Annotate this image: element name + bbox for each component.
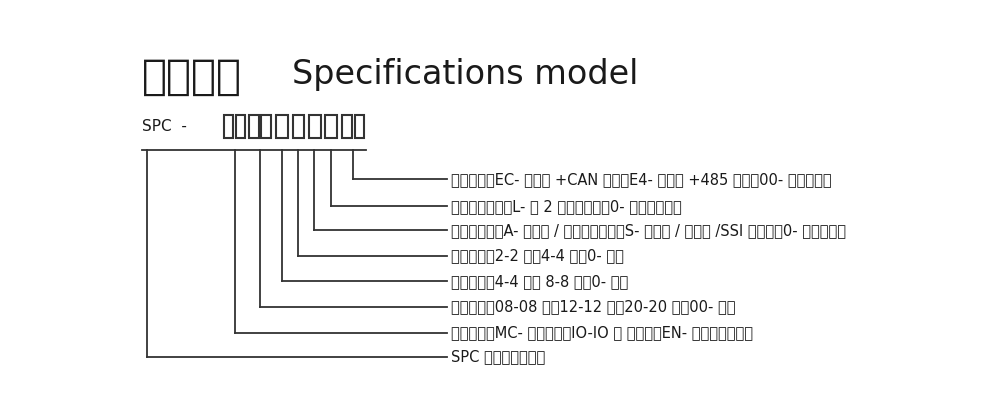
- Bar: [249, 115, 259, 139]
- Text: 测试输出：2-2 路；4-4 路；0- 没有: 测试输出：2-2 路；4-4 路；0- 没有: [450, 249, 624, 264]
- Text: 规格型号: 规格型号: [142, 56, 242, 98]
- Bar: [342, 115, 352, 139]
- Bar: [309, 115, 320, 139]
- Text: SPC 系列安全控制器: SPC 系列安全控制器: [450, 349, 546, 364]
- Bar: [276, 115, 288, 139]
- Text: 编码器类型：A- 正余弦 / 增量型编码器；S- 正余弦 / 增量型 /SSI 编码器；0- 不带编码器: 编码器类型：A- 正余弦 / 增量型编码器；S- 正余弦 / 增量型 /SSI …: [450, 223, 846, 238]
- Text: 模块类型：MC- 主控模块；IO-IO 扩 展模块；EN- 编码器扩展模块: 模块类型：MC- 主控模块；IO-IO 扩 展模块；EN- 编码器扩展模块: [450, 325, 753, 340]
- Bar: [354, 115, 364, 139]
- Text: SPC  -: SPC -: [142, 119, 187, 134]
- Bar: [292, 115, 304, 139]
- Text: Specifications model: Specifications model: [292, 58, 639, 91]
- Text: 雷达专用接口：L- 带 2 个雷达接口；0- 不带雷达接口: 雷达专用接口：L- 带 2 个雷达接口；0- 不带雷达接口: [450, 199, 682, 214]
- Text: 安全输出：4-4 路； 8-8 路；0- 没有: 安全输出：4-4 路； 8-8 路；0- 没有: [450, 274, 629, 289]
- Bar: [261, 115, 271, 139]
- Text: 通信接口：EC- 以太网 +CAN 通信；E4- 以太网 +485 通信；00- 不带通信口: 通信接口：EC- 以太网 +CAN 通信；E4- 以太网 +485 通信；00-…: [450, 172, 832, 187]
- Text: 安全输入：08-08 路；12-12 路；20-20 路；00- 没有: 安全输入：08-08 路；12-12 路；20-20 路；00- 没有: [450, 300, 736, 315]
- Bar: [325, 115, 337, 139]
- Bar: [236, 115, 245, 139]
- Bar: [223, 115, 233, 139]
